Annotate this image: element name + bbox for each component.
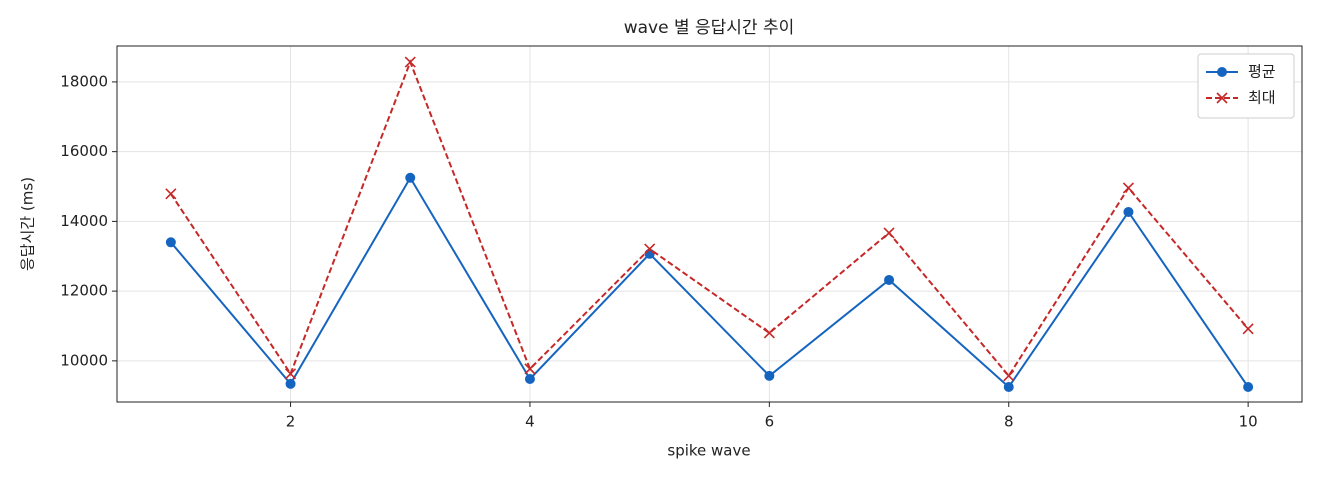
x-tick-label: 10 [1239, 413, 1258, 431]
point [1003, 382, 1014, 393]
point [285, 378, 296, 389]
y-tick-label: 16000 [60, 142, 108, 160]
point [404, 56, 416, 68]
point [1122, 182, 1135, 194]
point [763, 327, 775, 339]
legend-marker [1217, 67, 1227, 77]
point [165, 188, 177, 200]
x-tick-label: 8 [1004, 413, 1014, 431]
plot-frame [116, 45, 1303, 403]
series-line [170, 59, 1249, 378]
point [524, 373, 535, 384]
point [1242, 323, 1254, 335]
legend-marker [1216, 92, 1228, 104]
x-tick-label: 6 [765, 413, 775, 431]
y-tick-label: 12000 [60, 282, 108, 300]
legend-label: 최대 [1248, 89, 1276, 107]
legend-box [1197, 53, 1295, 119]
x-tick-label: 2 [286, 413, 296, 431]
y-axis-label: 응답시간 (ms) [19, 177, 37, 271]
point [883, 227, 895, 239]
point [524, 363, 536, 375]
point [1243, 382, 1254, 393]
point [764, 370, 775, 381]
point [284, 368, 297, 380]
point [405, 172, 416, 183]
point [1123, 206, 1134, 217]
legend-label: 평균 [1248, 63, 1276, 81]
point [884, 274, 895, 285]
y-tick-label: 18000 [60, 72, 108, 90]
series-line [170, 175, 1249, 389]
x-tick-label: 4 [525, 413, 535, 431]
x-axis-label: spike wave [667, 442, 750, 460]
y-tick-label: 10000 [60, 351, 108, 369]
y-tick-label: 14000 [60, 212, 108, 230]
chart-title: wave 별 응답시간 추이 [624, 18, 795, 38]
point [644, 243, 656, 255]
point [165, 237, 176, 248]
point [1003, 370, 1015, 382]
